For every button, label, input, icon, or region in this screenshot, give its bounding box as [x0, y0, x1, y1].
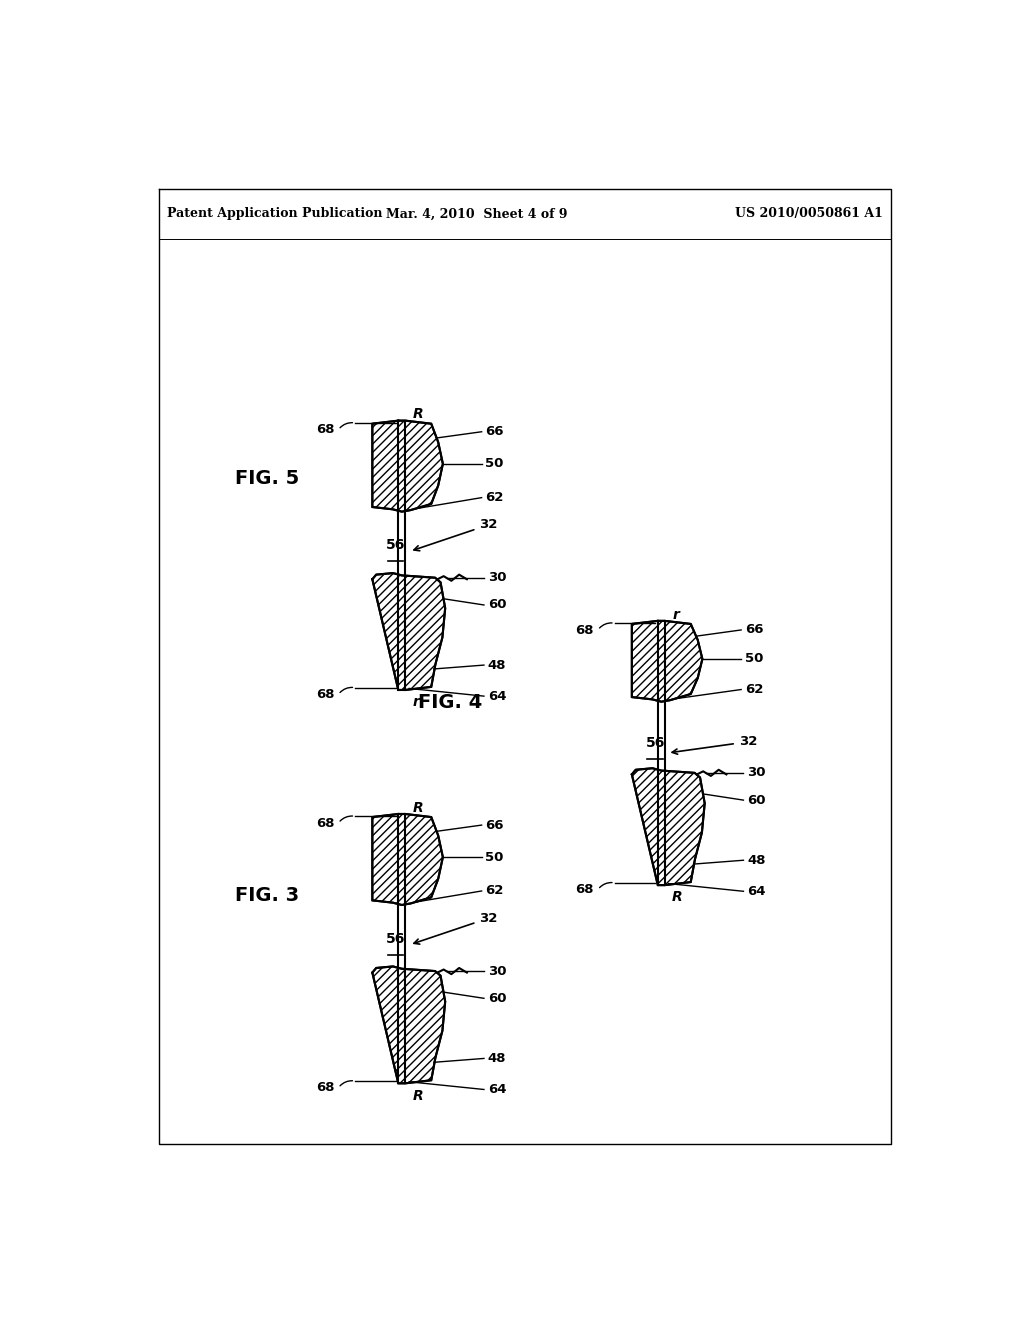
- Text: 30: 30: [487, 572, 506, 585]
- Text: 48: 48: [487, 1052, 506, 1065]
- Text: 56: 56: [645, 737, 665, 750]
- Text: 48: 48: [748, 854, 766, 867]
- Text: 68: 68: [315, 1081, 335, 1094]
- Text: 60: 60: [487, 598, 506, 611]
- Text: 62: 62: [745, 682, 763, 696]
- Text: 50: 50: [485, 457, 504, 470]
- Text: 64: 64: [748, 884, 766, 898]
- Text: 64: 64: [487, 689, 506, 702]
- Text: US 2010/0050861 A1: US 2010/0050861 A1: [735, 207, 883, 220]
- Text: 62: 62: [485, 884, 504, 898]
- Polygon shape: [632, 620, 702, 702]
- Text: R: R: [413, 801, 423, 814]
- Text: r: r: [413, 696, 420, 709]
- Text: R: R: [413, 1089, 423, 1102]
- Polygon shape: [373, 573, 445, 690]
- Text: 56: 56: [386, 539, 406, 552]
- Polygon shape: [373, 814, 442, 906]
- Text: 30: 30: [487, 965, 506, 978]
- Text: FIG. 4: FIG. 4: [418, 693, 482, 711]
- Text: 56: 56: [386, 932, 406, 945]
- Text: 64: 64: [487, 1082, 506, 1096]
- Text: 66: 66: [745, 623, 764, 636]
- Polygon shape: [373, 966, 445, 1084]
- Text: 32: 32: [414, 519, 498, 550]
- Polygon shape: [632, 768, 705, 886]
- Text: 68: 68: [575, 883, 594, 896]
- Text: 30: 30: [748, 767, 766, 779]
- Text: 50: 50: [485, 850, 504, 863]
- Text: R: R: [413, 408, 423, 421]
- Polygon shape: [373, 421, 442, 512]
- Text: 60: 60: [748, 793, 766, 807]
- Text: 66: 66: [485, 818, 504, 832]
- Text: FIG. 5: FIG. 5: [236, 469, 299, 488]
- Text: 66: 66: [485, 425, 504, 438]
- Text: Patent Application Publication: Patent Application Publication: [167, 207, 382, 220]
- Text: 32: 32: [672, 735, 757, 754]
- Text: 62: 62: [485, 491, 504, 504]
- Text: Mar. 4, 2010  Sheet 4 of 9: Mar. 4, 2010 Sheet 4 of 9: [386, 207, 568, 220]
- Text: FIG. 3: FIG. 3: [236, 886, 299, 904]
- Text: 68: 68: [315, 688, 335, 701]
- Text: 32: 32: [414, 912, 498, 944]
- Text: 68: 68: [315, 817, 335, 830]
- Text: 50: 50: [745, 652, 763, 665]
- Text: r: r: [672, 607, 679, 622]
- Text: 68: 68: [575, 623, 594, 636]
- Text: R: R: [672, 891, 683, 904]
- Text: 48: 48: [487, 659, 506, 672]
- Text: 60: 60: [487, 991, 506, 1005]
- Text: 68: 68: [315, 424, 335, 437]
